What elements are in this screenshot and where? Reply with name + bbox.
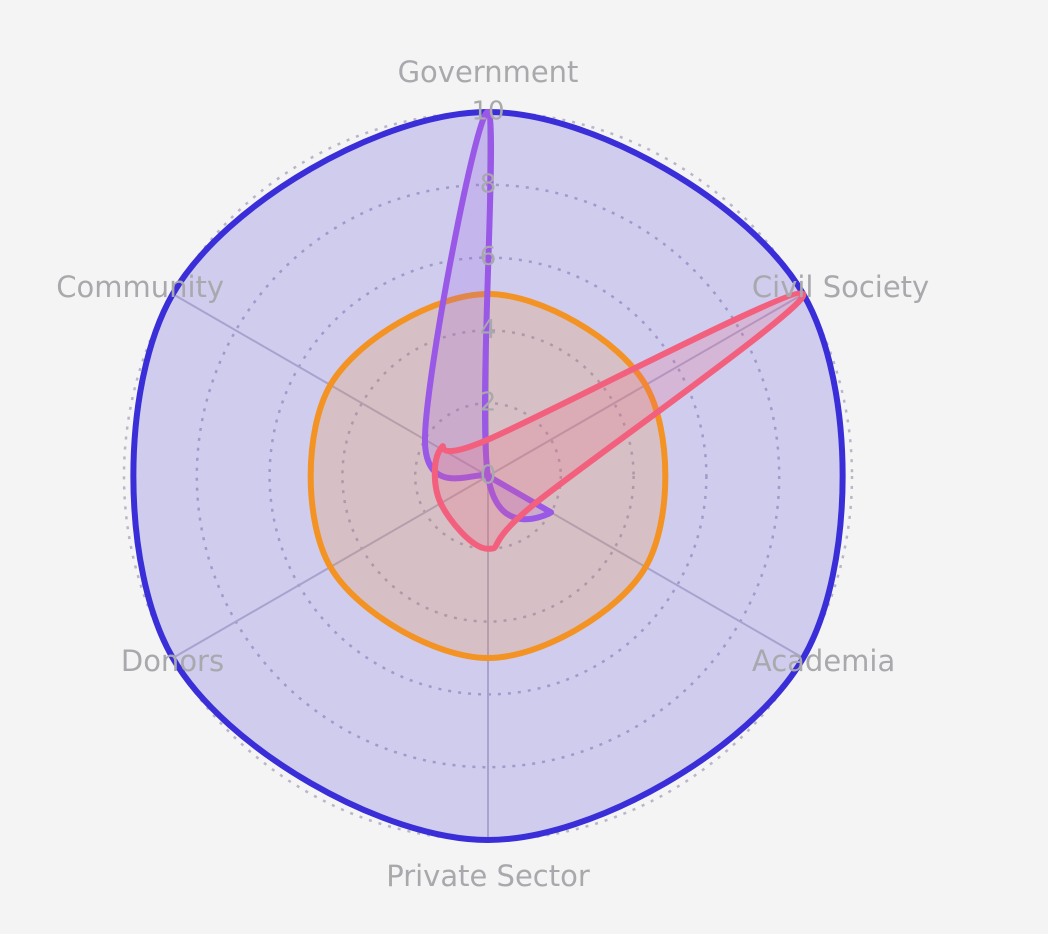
category-label: Community — [56, 270, 224, 304]
series-area — [421, 108, 555, 523]
category-label: Civil Society — [752, 270, 929, 304]
r-tick-label: 8 — [480, 169, 497, 199]
category-label: Private Sector — [386, 859, 590, 893]
r-tick-label: 2 — [480, 388, 497, 418]
category-label: Donors — [121, 644, 224, 678]
r-tick-label: 4 — [480, 315, 497, 345]
series-area — [431, 290, 807, 552]
plot-background — [14, 8, 1044, 930]
r-tick-label: 0 — [480, 461, 497, 491]
r-tick-label: 6 — [480, 242, 497, 272]
category-label: Government — [398, 55, 579, 89]
grid-circle — [341, 329, 635, 623]
category-label: Academia — [752, 644, 895, 678]
r-tick-label: 10 — [471, 97, 504, 127]
